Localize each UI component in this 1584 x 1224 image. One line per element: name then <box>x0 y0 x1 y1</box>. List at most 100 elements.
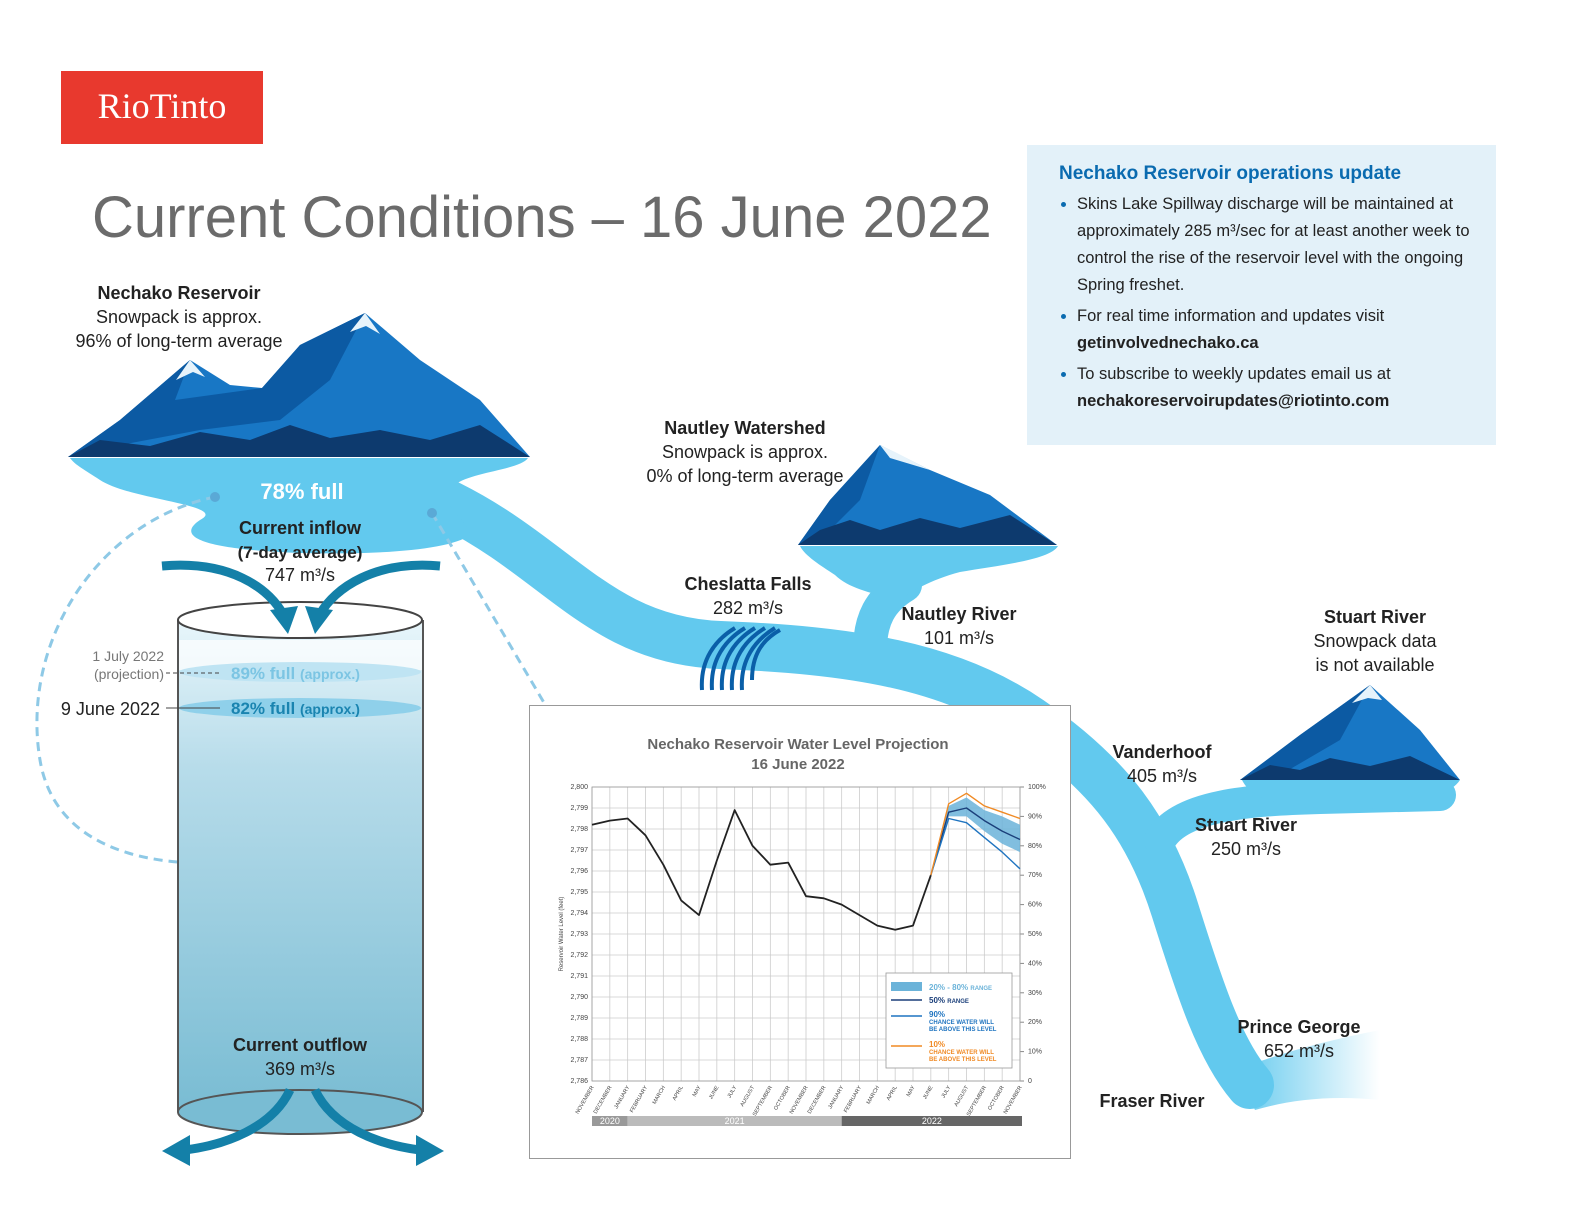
place-note: Snowpack is approx. <box>662 442 828 462</box>
date-labels: 1 July 2022 (projection) 9 June 2022 <box>61 648 164 719</box>
flow-name: Vanderhoof <box>1112 742 1212 762</box>
flow-name: Cheslatta Falls <box>684 574 811 594</box>
y2-tick-label: 90% <box>1028 813 1042 820</box>
y-tick-label: 2,790 <box>570 994 588 1001</box>
mountain-shade <box>68 313 365 457</box>
y-tick-label: 2,796 <box>570 868 588 875</box>
stuart-lake <box>1242 780 1460 810</box>
level-note: (approx.) <box>300 701 360 717</box>
x-tick-label: JULY <box>727 1085 739 1100</box>
legend-note: BE ABOVE THIS LEVEL <box>929 1057 997 1063</box>
projection-date: (projection) <box>94 666 164 682</box>
link[interactable]: getinvolvednechako.ca <box>1077 334 1259 352</box>
snowcap <box>176 360 205 380</box>
legend-name: 90% <box>929 1010 945 1019</box>
y-tick-label: 2,788 <box>570 1036 588 1043</box>
legend-note: CHANCE WATER WILL <box>929 1050 994 1056</box>
chart: Nechako Reservoir Water Level Projection… <box>559 736 1046 1126</box>
y-tick-label: 2,789 <box>570 1015 588 1022</box>
place-name: Nechako Reservoir <box>97 283 260 303</box>
update-box: Nechako Reservoir operations update Skin… <box>1027 145 1496 445</box>
previous-level: 82% full (approx.) <box>231 699 360 718</box>
reservoir-level: 78% full <box>260 479 343 504</box>
flow-value: 405 m³/s <box>1127 766 1197 786</box>
inflow-label: (7-day average) <box>238 543 363 562</box>
projected-level: 89% full (approx.) <box>231 664 360 683</box>
update-bullet: To subscribe to weekly updates email us … <box>1077 361 1476 415</box>
y-tick-label: 2,794 <box>570 910 588 917</box>
page-title: Current Conditions – 16 June 2022 <box>92 185 992 250</box>
legend-name: 10% <box>929 1040 945 1049</box>
y-tick-label: 2,798 <box>570 826 588 833</box>
flow-value: 101 m³/s <box>924 628 994 648</box>
y2-tick-label: 0 <box>1028 1078 1032 1085</box>
y-tick-label: 2,799 <box>570 805 588 812</box>
snowcap <box>350 313 380 334</box>
level: 82% full <box>231 699 295 718</box>
year-label: 2022 <box>922 1116 942 1126</box>
y-tick-label: 2,795 <box>570 889 588 896</box>
legend-name: 50% <box>929 996 945 1005</box>
mountain-base <box>1240 756 1460 780</box>
y-tick-label: 2,787 <box>570 1057 588 1064</box>
snowcap <box>1352 685 1382 703</box>
logo: RioTinto <box>98 86 227 126</box>
y2-tick-label: 80% <box>1028 843 1042 850</box>
chart-subtitle: 16 June 2022 <box>751 756 844 773</box>
year-band <box>592 1116 628 1126</box>
flow-arrows <box>161 560 441 1155</box>
chart-frame <box>529 705 1071 1159</box>
y2-tick-label: 100% <box>1028 784 1046 791</box>
level-band <box>179 662 421 682</box>
bullet-text: Skins Lake Spillway discharge will be ma… <box>1077 195 1470 294</box>
outflow-value: 369 m³/s <box>265 1059 335 1079</box>
nechako-river <box>426 481 1274 1109</box>
snowcap <box>880 445 930 470</box>
flow-value: 250 m³/s <box>1211 839 1281 859</box>
flow-name: Stuart River <box>1195 815 1297 835</box>
link[interactable]: nechakoreservoirupdates@riotinto.com <box>1077 392 1390 410</box>
waterfall <box>699 626 782 691</box>
y-tick-label: 2,797 <box>570 847 588 854</box>
projection-date: 1 July 2022 <box>92 648 164 664</box>
legend-label: 50% RANGE <box>929 996 969 1005</box>
labels: Nechako Reservoir Snowpack is approx. 96… <box>75 283 1437 1079</box>
flow-name: Prince George <box>1237 1017 1360 1037</box>
cylinder-top <box>177 601 423 639</box>
inflow-value: 747 m³/s <box>265 565 335 585</box>
year-label: 2021 <box>725 1116 745 1126</box>
legend-note: BE ABOVE THIS LEVEL <box>929 1027 997 1033</box>
fraser-river <box>1235 1030 1380 1110</box>
flow-labels: Cheslatta Falls 282 m³/s Nautley River 101 … <box>684 574 1360 1111</box>
range-band <box>930 797 1020 876</box>
legend-note: CHANCE WATER WILL <box>929 1020 994 1026</box>
place-note: Snowpack data <box>1313 631 1437 651</box>
bullet-text: For real time information and updates vi… <box>1077 307 1385 325</box>
flow-name: Fraser River <box>1099 1091 1204 1111</box>
y2-tick-label: 60% <box>1028 902 1042 909</box>
update-bullet: Skins Lake Spillway discharge will be ma… <box>1077 191 1476 299</box>
y-tick-label: 2,786 <box>570 1078 588 1085</box>
y2-tick-label: 20% <box>1028 1019 1042 1026</box>
mountain-shade <box>1240 685 1370 780</box>
x-tick-label: MAY <box>906 1085 917 1098</box>
plot-frame <box>591 786 1021 1082</box>
observed-line <box>591 809 932 931</box>
y2-tick-label: 40% <box>1028 960 1042 967</box>
place-note: is not available <box>1315 655 1434 675</box>
outflow-label: Current outflow <box>233 1035 368 1055</box>
legend-note: RANGE <box>970 986 992 992</box>
flow-value: 652 m³/s <box>1264 1041 1334 1061</box>
legend-swatch <box>891 982 922 991</box>
legend-name: 20% - 80% <box>929 983 968 992</box>
y2-tick-label: 30% <box>1028 990 1042 997</box>
nautley-lake <box>800 546 1058 600</box>
mountain-base <box>798 515 1057 545</box>
year-band <box>627 1116 842 1126</box>
flow-name: Nautley River <box>901 604 1016 624</box>
place-note: 96% of long-term average <box>75 331 282 351</box>
arrow-heads <box>162 606 444 1166</box>
update-list: Skins Lake Spillway discharge will be ma… <box>1059 191 1476 415</box>
